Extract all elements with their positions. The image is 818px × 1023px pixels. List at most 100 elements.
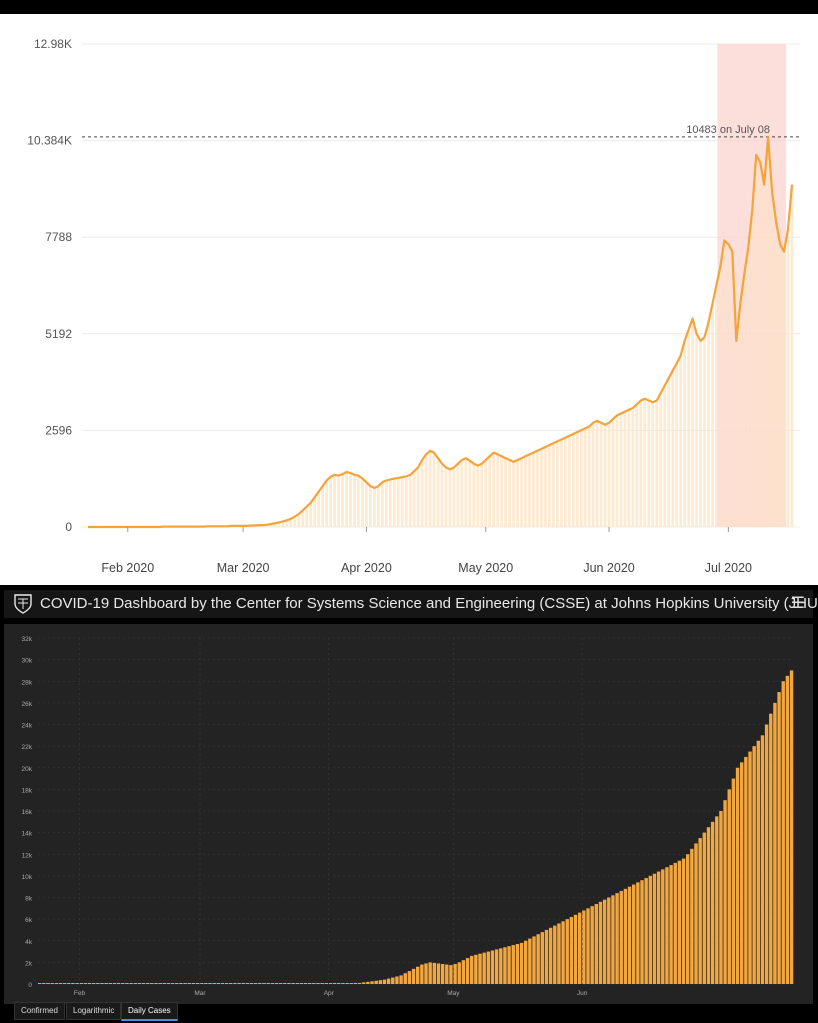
daily-bar [333,474,336,527]
daily-bar [320,983,324,984]
daily-bar [769,713,773,984]
daily-bar [547,445,551,527]
daily-bar [316,983,320,984]
daily-bar [395,976,399,984]
daily-bar [496,454,500,527]
daily-bar [150,983,154,984]
daily-bar [488,456,492,527]
tab-daily-cases[interactable]: Daily Cases [121,1002,178,1021]
daily-bar [575,432,579,527]
daily-bar [325,480,329,527]
daily-bar [361,478,364,527]
daily-bar [299,983,304,984]
daily-bar [519,942,524,984]
daily-bar [456,463,460,527]
y-tick-label: 7788 [45,230,72,244]
daily-bar [715,816,719,984]
daily-bar [706,827,711,984]
daily-bar [686,854,690,984]
daily-bar [659,393,663,527]
daily-bar [615,893,619,984]
daily-bar [220,983,225,984]
daily-bar [499,948,503,984]
daily-bar [424,963,428,984]
daily-bar [112,983,117,984]
daily-bar [683,340,686,527]
daily-bar [774,221,778,528]
tab-confirmed[interactable]: Confirmed [14,1002,65,1020]
daily-bar [262,983,266,984]
daily-bar [508,460,511,527]
daily-bar [392,478,396,527]
daily-bar [183,983,187,984]
daily-bar [536,450,539,527]
y-tick-label: 4k [25,939,33,946]
daily-bar [369,486,372,527]
tab-logarithmic[interactable]: Logarithmic [66,1002,122,1020]
daily-cases-line-chart: 0 2596 5192 7788 10.384K 12.98K 10483 on July … [27,37,800,575]
daily-bar [141,983,146,984]
daily-bar [200,983,204,984]
daily-bar [116,983,121,984]
daily-bar [137,983,142,984]
daily-bar [464,458,468,527]
daily-bar [752,746,756,984]
daily-bar [707,322,710,527]
x-tick-label: Feb 2020 [101,561,154,575]
daily-bar [416,966,420,984]
dashboard-title: COVID-19 Dashboard by the Center for Sys… [40,595,818,612]
daily-bar [362,982,366,984]
daily-bar [170,983,175,984]
daily-bar [432,452,436,527]
y-tick-label: 24k [22,723,33,730]
daily-bar [504,458,508,527]
daily-bar [540,448,543,527]
daily-bar [146,983,150,984]
x-tick-label: Apr [324,990,335,997]
daily-bar [266,983,270,984]
daily-bar [195,983,200,984]
daily-bar [277,522,281,527]
daily-bar [679,355,683,527]
daily-bar [158,983,162,984]
daily-bar [191,983,196,984]
daily-bar [208,983,212,984]
daily-bar [125,983,129,984]
daily-bar [524,940,528,984]
daily-bar [42,983,46,984]
daily-bar [764,724,769,984]
daily-bar [730,251,734,527]
daily-bar [396,477,400,527]
y-tick-label: 20k [22,766,33,773]
daily-bar [224,983,229,984]
x-tick-label: Mar 2020 [217,561,270,575]
daily-bar [428,450,432,527]
daily-bar [476,465,480,527]
daily-bar [635,404,639,527]
daily-bar [440,963,445,984]
daily-bar [540,932,545,984]
daily-bar [482,952,486,984]
daily-bar [233,983,237,984]
daily-cases-bar-chart-area: 0 2k 4k 6k 8k 10k 12k 14k 16k 18k 20k 22k 24k 26k 28k 3… [4,624,813,1004]
daily-bar [324,983,329,984]
daily-bar [640,880,644,984]
daily-bar [532,936,536,984]
y-tick-label: 10k [22,874,33,881]
daily-bar [420,460,424,527]
daily-bar [357,475,360,527]
daily-bar [643,398,647,527]
daily-bar [403,973,407,984]
daily-bar [71,983,75,984]
y-tick-label: 12.98K [34,37,72,51]
daily-bar [631,407,635,527]
daily-bar [380,482,384,527]
daily-bar [436,963,441,984]
daily-bar [492,452,496,527]
daily-bar [710,821,715,984]
daily-bar [370,981,374,984]
y-tick-label: 28k [22,679,33,686]
daily-bar [478,953,482,984]
daily-bar [719,266,722,527]
hamburger-menu-icon[interactable]: ☰ [790,595,805,612]
